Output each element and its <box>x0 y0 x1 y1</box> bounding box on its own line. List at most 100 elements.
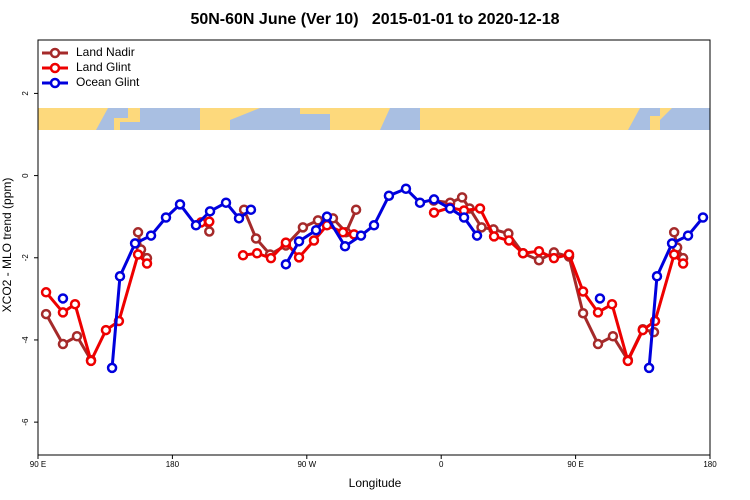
point <box>697 212 709 223</box>
x-axis-label: Longitude <box>349 476 402 490</box>
point <box>355 230 367 241</box>
point <box>310 224 322 236</box>
point <box>71 331 83 342</box>
x-tick-label: 90 E <box>567 460 583 469</box>
point <box>651 271 663 282</box>
point <box>106 362 118 374</box>
point <box>145 230 157 241</box>
point <box>643 362 655 374</box>
x-tick-label: 90 E <box>30 460 46 469</box>
y-tick-label: 2 <box>21 91 30 96</box>
point <box>174 199 186 210</box>
point <box>293 236 305 247</box>
point <box>668 249 680 260</box>
legend-marker <box>49 47 61 59</box>
point <box>456 192 468 203</box>
series-line <box>44 195 685 364</box>
point <box>132 227 144 238</box>
point <box>668 227 680 238</box>
point <box>280 237 292 248</box>
map-strip <box>38 108 710 130</box>
point <box>204 226 215 237</box>
y-tick-label: -6 <box>21 418 30 426</box>
x-tick-label: 90 W <box>297 460 316 469</box>
point <box>577 286 589 297</box>
point <box>190 220 202 231</box>
point <box>682 230 694 241</box>
chart-title: 50N-60N June (Ver 10) 2015-01-01 to 2020… <box>190 11 559 28</box>
point <box>129 238 141 249</box>
point <box>476 222 487 233</box>
point <box>85 355 97 367</box>
point <box>114 271 126 282</box>
point <box>312 215 324 226</box>
point <box>350 204 362 215</box>
point <box>40 308 52 320</box>
point <box>474 203 486 214</box>
point <box>233 213 245 224</box>
point <box>308 235 320 246</box>
x-tick-label: 0 <box>439 460 444 469</box>
legend-label: Land Glint <box>76 60 131 74</box>
y-tick-label: -4 <box>21 336 30 344</box>
point <box>204 216 215 227</box>
point <box>563 249 575 260</box>
point <box>488 231 500 242</box>
point <box>637 324 649 336</box>
point <box>280 259 292 270</box>
point <box>622 355 634 367</box>
point <box>297 222 309 233</box>
point <box>160 212 172 223</box>
point <box>321 211 333 222</box>
point <box>383 190 395 201</box>
point <box>503 235 515 246</box>
point <box>251 248 263 259</box>
y-tick-label: -2 <box>21 254 30 262</box>
legend-label: Land Nadir <box>76 45 135 59</box>
point <box>141 258 153 269</box>
point <box>607 331 619 342</box>
point <box>414 197 426 208</box>
x-tick-label: 180 <box>166 460 180 469</box>
point <box>592 307 604 318</box>
point <box>577 307 589 319</box>
legend-marker <box>49 77 61 89</box>
point <box>69 298 81 310</box>
point <box>458 212 470 223</box>
point <box>592 338 604 350</box>
point <box>250 233 262 244</box>
point <box>533 254 545 266</box>
point <box>57 293 69 304</box>
point <box>40 287 52 298</box>
legend-label: Ocean Glint <box>76 75 140 89</box>
y-axis-label: XCO2 - MLO trend (ppm) <box>0 178 14 313</box>
point <box>245 204 257 215</box>
point <box>517 248 529 259</box>
point <box>100 324 112 336</box>
point <box>204 206 216 217</box>
plot-frame <box>37 39 711 456</box>
point <box>444 203 456 214</box>
point <box>594 293 606 304</box>
point <box>220 197 232 208</box>
point <box>57 307 69 318</box>
y-tick-label: 0 <box>21 173 30 178</box>
point <box>533 245 545 257</box>
point <box>666 238 678 249</box>
legend-marker <box>49 62 61 74</box>
point <box>606 298 618 310</box>
x-tick-label: 180 <box>703 460 717 469</box>
point <box>237 250 249 261</box>
point <box>400 183 412 194</box>
point <box>368 220 380 231</box>
point <box>293 252 305 263</box>
point <box>265 252 277 264</box>
point <box>428 194 440 205</box>
point <box>337 227 349 238</box>
point <box>471 230 483 241</box>
point <box>339 241 351 252</box>
point <box>57 338 69 350</box>
point <box>548 252 560 264</box>
point <box>677 258 689 269</box>
